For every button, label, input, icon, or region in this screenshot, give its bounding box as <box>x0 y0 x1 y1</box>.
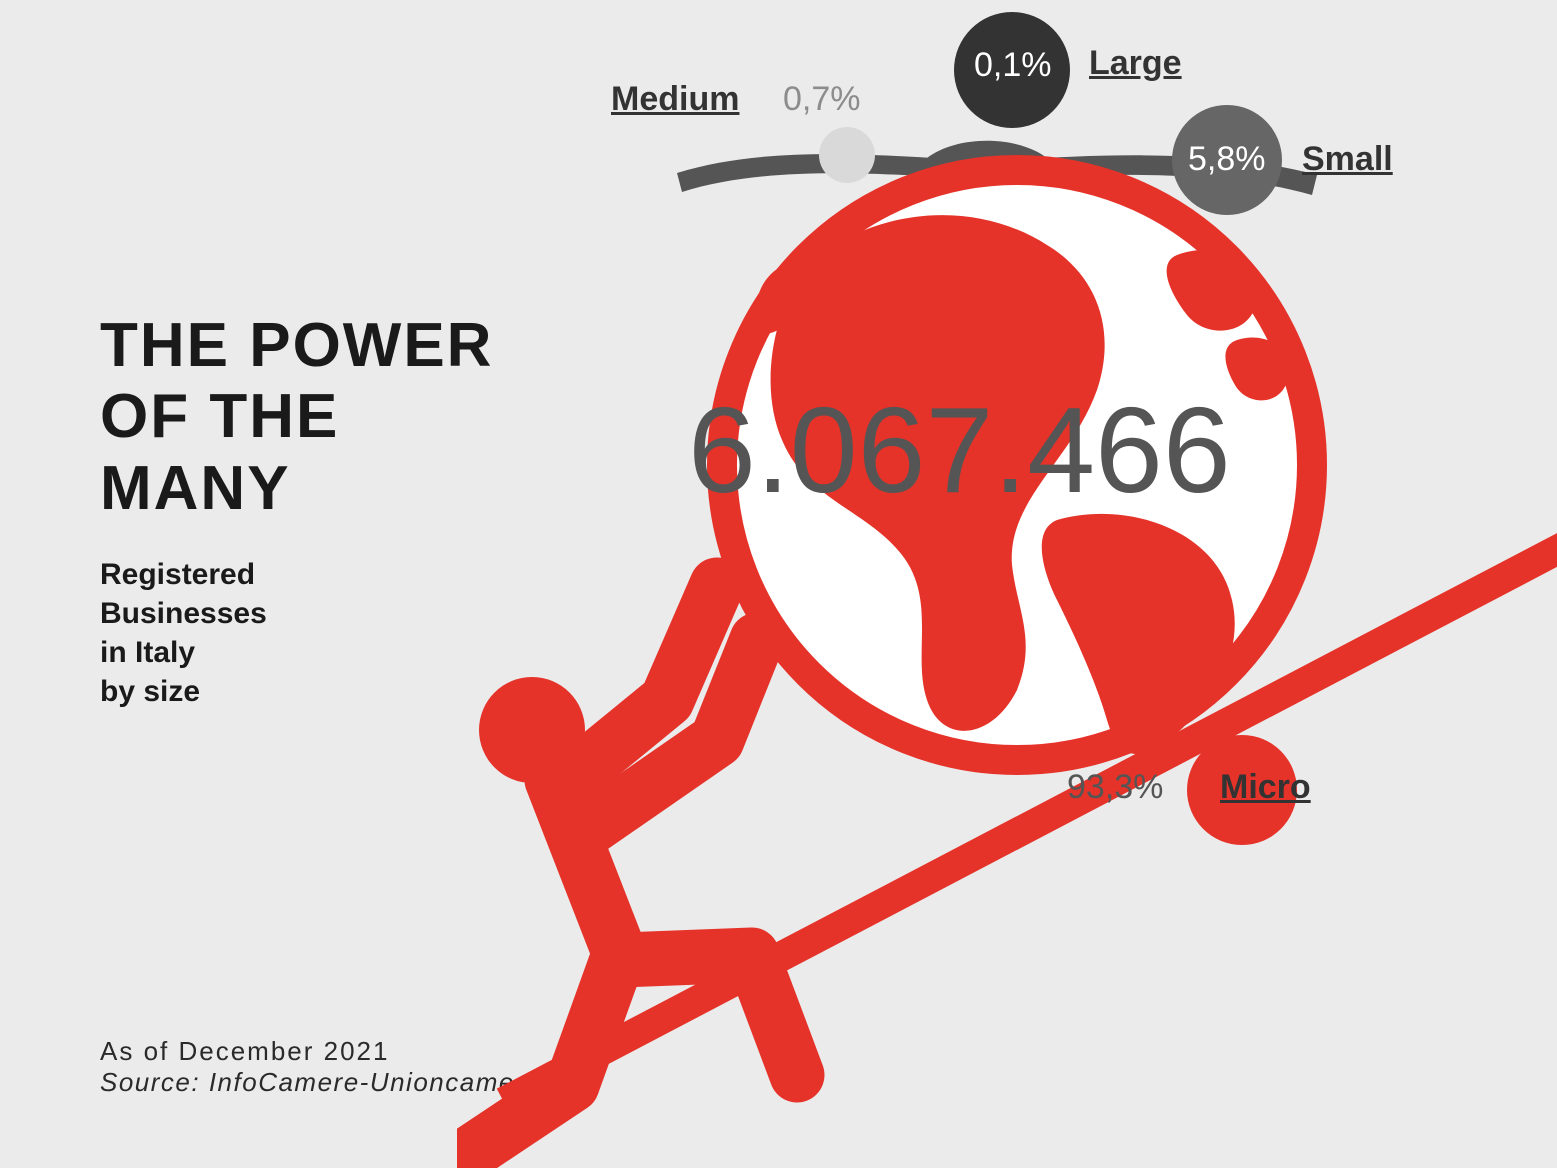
sisyphus-figure <box>467 585 797 1155</box>
medium-ball <box>819 127 875 183</box>
large-label: Large <box>1089 44 1182 83</box>
infographic-canvas: THE POWEROF THEMANY RegisteredBusinesses… <box>0 0 1557 1168</box>
main-title: THE POWEROF THEMANY <box>100 310 493 524</box>
micro-label: Micro <box>1220 768 1311 807</box>
medium-label: Medium <box>611 80 739 119</box>
large-value: 0,1% <box>974 46 1052 85</box>
globe-icon <box>722 170 1312 760</box>
small-label: Small <box>1302 140 1393 179</box>
micro-value: 93,3% <box>1067 768 1163 807</box>
small-value: 5,8% <box>1188 140 1266 179</box>
medium-value: 0,7% <box>783 80 861 119</box>
subtitle: RegisteredBusinessesin Italyby size <box>100 555 267 711</box>
